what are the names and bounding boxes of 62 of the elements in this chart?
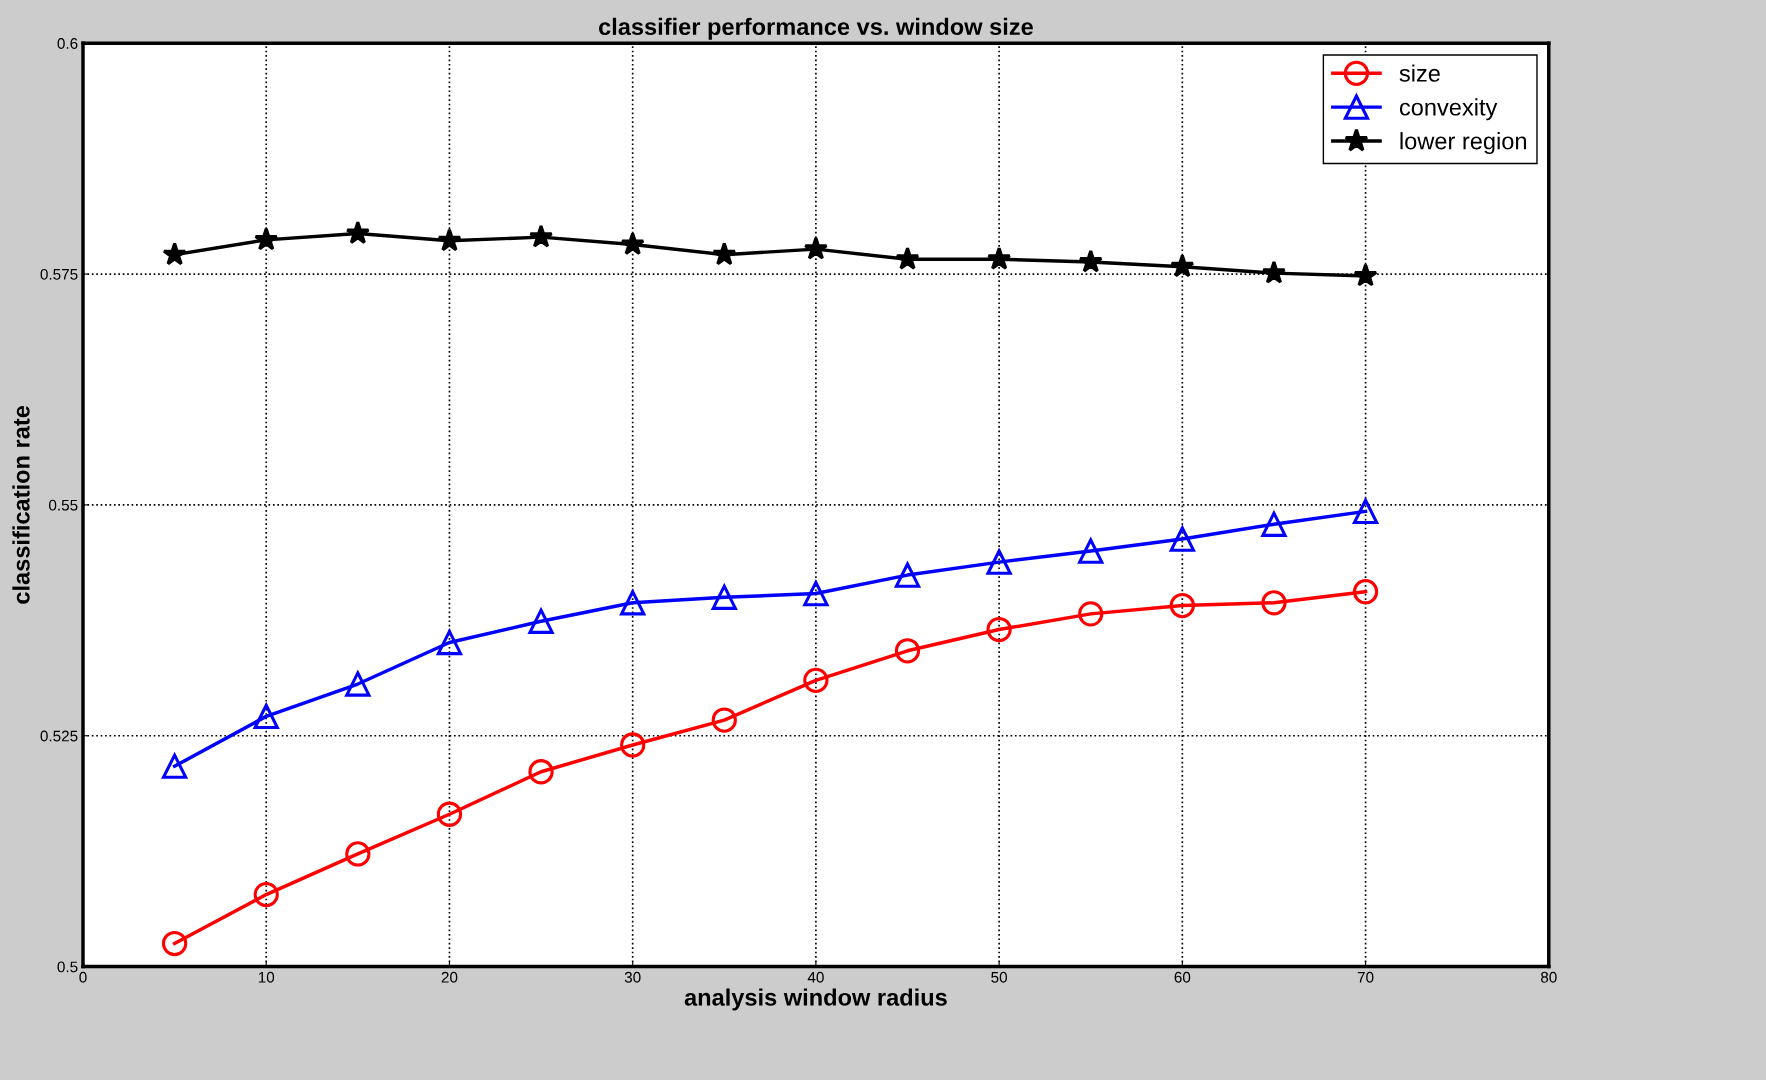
legend-label: convexity [1399,98,1498,121]
point [712,242,737,266]
point [161,930,188,957]
point [436,801,463,827]
x-tick-label: 50 [991,971,1008,983]
y-tick-label: 0.6 [57,38,78,49]
point [528,224,554,248]
point [345,671,371,697]
y-tick-label: 0.55 [49,499,78,511]
point [1353,263,1378,287]
point [1078,601,1104,627]
point [1352,579,1379,605]
point [1078,538,1104,564]
x-tick-label: 40 [807,971,824,983]
x-tick-label: 60 [1174,971,1191,983]
point [895,246,920,270]
point [620,590,646,616]
y-axis-title: classification rate [12,405,30,604]
legend-label: size [1399,64,1440,82]
point [254,227,279,251]
point [253,703,279,729]
point [1352,496,1379,525]
legend-label: lower region [1400,132,1527,155]
point [620,732,646,758]
y-tick-label: 0.525 [40,730,78,742]
point [1169,592,1195,619]
point [1261,260,1287,284]
x-tick-label: 0 [79,971,87,983]
point [1260,509,1288,537]
point [253,881,279,908]
x-tick-label: 30 [624,971,641,983]
point [528,759,554,785]
point [803,580,829,607]
point [711,707,737,733]
x-tick-label: 70 [1357,971,1374,983]
point [803,667,829,693]
point [437,228,462,252]
point [803,236,828,260]
point [894,562,921,588]
point [1261,590,1287,616]
x-tick-label: 80 [1540,971,1557,983]
point [987,246,1012,270]
chart-title: classifier performance vs. window size [599,17,1033,40]
point [1078,249,1103,273]
point [1169,526,1195,552]
point [162,242,187,266]
y-tick-label: 0.5 [57,961,78,973]
x-axis-title: analysis window radius [684,988,947,1011]
point [436,629,463,656]
point [161,751,188,779]
point [710,582,738,610]
point [985,547,1013,575]
point [1170,254,1195,278]
x-tick-label: 10 [258,971,275,983]
point [986,616,1012,643]
point [345,220,370,244]
x-tick-label: 20 [441,971,458,983]
point [527,606,555,634]
y-tick-label: 0.575 [40,268,78,280]
point [345,841,371,867]
point [894,638,921,664]
point [620,231,645,256]
